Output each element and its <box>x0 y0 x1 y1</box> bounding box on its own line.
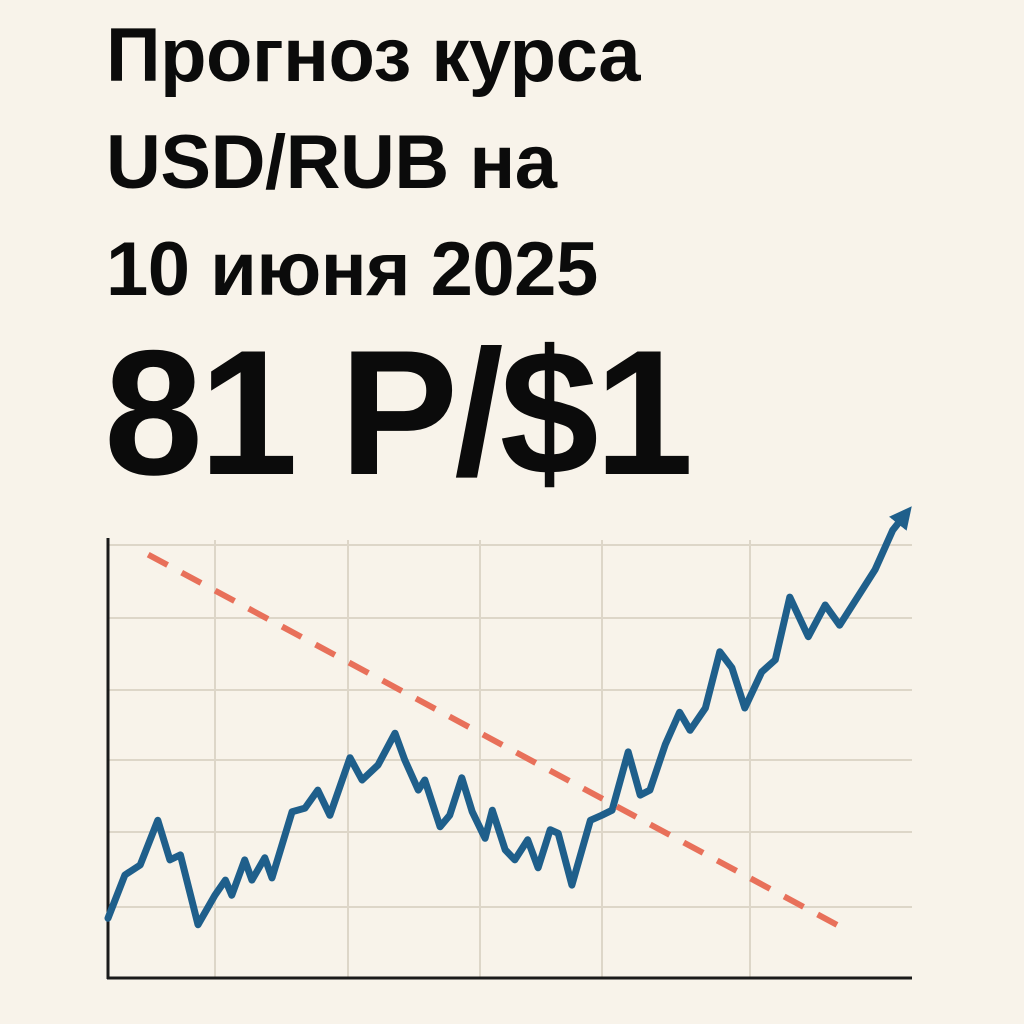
chart-title: Прогноз курса USD/RUB на 10 июня 2025 <box>106 13 641 312</box>
rate-line <box>104 506 912 929</box>
trend-line <box>146 551 852 935</box>
grid <box>108 540 912 978</box>
plot-area <box>104 506 912 935</box>
headline-value: 81 Р/$1 <box>104 313 694 512</box>
